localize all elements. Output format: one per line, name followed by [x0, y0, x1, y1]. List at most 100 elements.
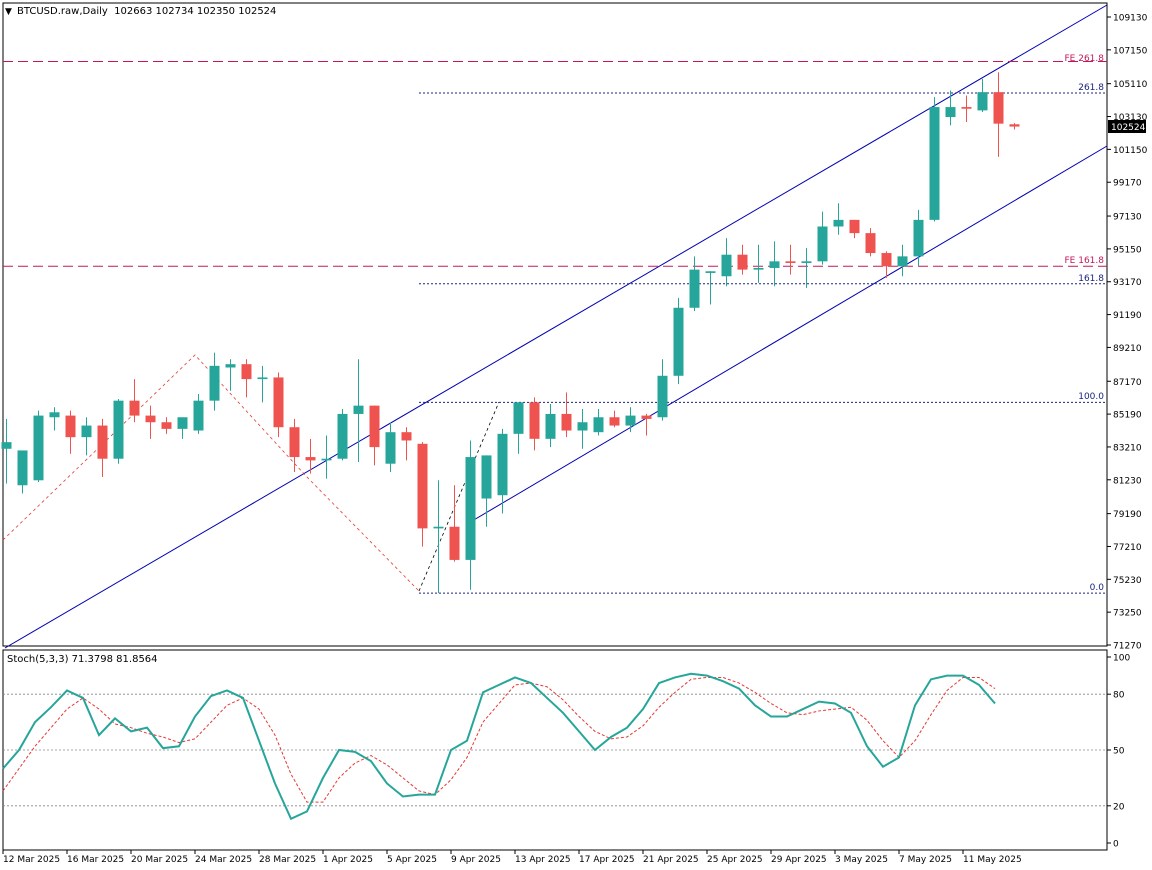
candle: [465, 440, 476, 590]
fib-261-label: 261.8: [1078, 83, 1104, 93]
candle: [113, 399, 124, 464]
candle: [817, 211, 828, 265]
candle: [881, 251, 892, 278]
price-tick-label: 77210: [1113, 543, 1142, 553]
price-tick-label: 81230: [1113, 476, 1142, 486]
candle: [737, 244, 748, 275]
fib-leg-line: [418, 401, 500, 592]
date-tick-label: 1 Apr 2025: [323, 855, 373, 865]
candle: [577, 408, 588, 449]
candle: [801, 248, 812, 288]
candle: [177, 417, 188, 439]
fib-100-label: 100.0: [1078, 392, 1104, 402]
price-tick-label: 75230: [1113, 576, 1142, 586]
candle: [353, 359, 364, 463]
candle: [673, 297, 684, 385]
fe-261-label: FE 261.8: [1065, 54, 1105, 64]
current-price-label: 102524: [1111, 123, 1146, 133]
stoch-tick-label: 100: [1113, 654, 1130, 664]
candle: [913, 209, 924, 267]
candle: [401, 427, 412, 461]
candle: [705, 271, 716, 305]
candle: [545, 403, 556, 448]
stoch-tick-label: 80: [1113, 691, 1125, 701]
date-tick-label: 12 Mar 2025: [3, 855, 60, 865]
date-tick-label: 17 Apr 2025: [579, 855, 635, 865]
candle: [689, 256, 700, 312]
candle: [657, 359, 668, 421]
stoch-header: Stoch(5,3,3) 71.3798 81.8564: [7, 654, 158, 665]
candle: [321, 435, 332, 479]
candle: [1, 418, 12, 484]
candle: [273, 372, 284, 438]
candle: [449, 485, 460, 562]
channel-lower-line: [466, 145, 1108, 525]
fib-0-label: 0.0: [1090, 583, 1105, 593]
price-tick-label: 93170: [1113, 278, 1142, 288]
candle: [897, 244, 908, 277]
candle: [97, 418, 108, 477]
price-tick-label: 97130: [1113, 213, 1142, 223]
candle: [241, 359, 252, 398]
candle: [129, 379, 140, 423]
price-tick-label: 107150: [1113, 46, 1148, 56]
price-tick-label: 91190: [1113, 311, 1142, 321]
candle: [65, 410, 76, 454]
candle: [225, 359, 236, 391]
candle: [369, 405, 380, 466]
candle: [513, 402, 524, 454]
candle: [641, 413, 652, 436]
date-tick-label: 25 Apr 2025: [707, 855, 763, 865]
stoch-tick-label: 20: [1113, 802, 1125, 812]
stoch-tick-label: 50: [1113, 747, 1125, 757]
fib-161-label: 161.8: [1078, 274, 1104, 284]
price-tick-label: 87170: [1113, 378, 1142, 388]
date-tick-label: 21 Apr 2025: [643, 855, 699, 865]
date-tick-label: 29 Apr 2025: [771, 855, 827, 865]
date-tick-label: 7 May 2025: [899, 855, 952, 865]
candle: [481, 455, 492, 527]
price-tick-label: 79190: [1113, 510, 1142, 520]
candle: [993, 72, 1004, 157]
price-tick-label: 101150: [1113, 146, 1148, 156]
candle: [769, 241, 780, 287]
candle: [289, 418, 300, 472]
candle: [977, 78, 988, 113]
candle: [753, 244, 764, 283]
date-tick-label: 11 May 2025: [963, 855, 1022, 865]
candle: [145, 405, 156, 439]
price-tick-label: 89210: [1113, 344, 1142, 354]
current-price-tag: [1108, 120, 1146, 133]
price-tick-label: 83210: [1113, 443, 1142, 453]
candle: [833, 203, 844, 235]
date-tick-label: 9 Apr 2025: [451, 855, 501, 865]
date-tick-label: 24 Mar 2025: [195, 855, 252, 865]
candle: [193, 394, 204, 434]
candle: [497, 428, 508, 514]
candle: [161, 417, 172, 434]
candle: [337, 408, 348, 461]
candle: [49, 407, 60, 431]
channel-upper-line: [4, 4, 1108, 649]
candle: [81, 417, 92, 456]
candle: [257, 365, 268, 403]
price-tick-label: 73250: [1113, 609, 1142, 619]
date-tick-label: 16 Mar 2025: [67, 855, 124, 865]
date-tick-label: 3 May 2025: [835, 855, 888, 865]
date-tick-label: 20 Mar 2025: [131, 855, 188, 865]
price-tick-label: 85190: [1113, 411, 1142, 421]
candle: [305, 438, 316, 474]
candle: [209, 352, 220, 411]
candle: [929, 97, 940, 222]
price-tick-label: 105110: [1113, 80, 1148, 90]
date-tick-label: 5 Apr 2025: [387, 855, 437, 865]
price-tick-label: 95150: [1113, 245, 1142, 255]
candle: [17, 450, 28, 494]
candle: [625, 407, 636, 433]
candle: [785, 244, 796, 275]
stoch-tick-label: 0: [1113, 840, 1119, 850]
candle: [593, 408, 604, 436]
price-tick-label: 99170: [1113, 179, 1142, 189]
price-tick-label: 103130: [1113, 113, 1148, 123]
